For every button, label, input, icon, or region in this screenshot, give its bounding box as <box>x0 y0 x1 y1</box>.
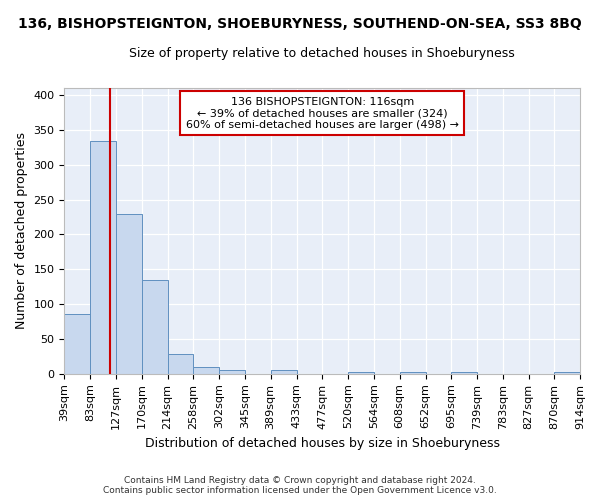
Bar <box>116 214 142 374</box>
Text: Contains HM Land Registry data © Crown copyright and database right 2024.
Contai: Contains HM Land Registry data © Crown c… <box>103 476 497 495</box>
Text: 136 BISHOPSTEIGNTON: 116sqm
← 39% of detached houses are smaller (324)
60% of se: 136 BISHOPSTEIGNTON: 116sqm ← 39% of det… <box>186 96 459 130</box>
Bar <box>91 141 116 374</box>
Bar <box>193 367 220 374</box>
Bar <box>271 370 296 374</box>
Bar <box>220 370 245 374</box>
X-axis label: Distribution of detached houses by size in Shoeburyness: Distribution of detached houses by size … <box>145 437 500 450</box>
Bar <box>167 354 193 374</box>
Text: 136, BISHOPSTEIGNTON, SHOEBURYNESS, SOUTHEND-ON-SEA, SS3 8BQ: 136, BISHOPSTEIGNTON, SHOEBURYNESS, SOUT… <box>18 18 582 32</box>
Bar <box>554 372 580 374</box>
Bar <box>64 314 91 374</box>
Bar <box>400 372 425 374</box>
Bar <box>348 372 374 374</box>
Title: Size of property relative to detached houses in Shoeburyness: Size of property relative to detached ho… <box>130 48 515 60</box>
Bar <box>142 280 167 374</box>
Bar <box>451 372 477 374</box>
Y-axis label: Number of detached properties: Number of detached properties <box>15 132 28 330</box>
